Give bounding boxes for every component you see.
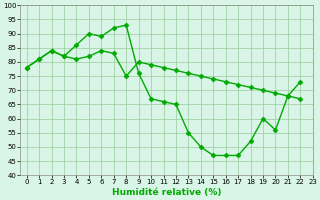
X-axis label: Humidité relative (%): Humidité relative (%) <box>112 188 221 197</box>
